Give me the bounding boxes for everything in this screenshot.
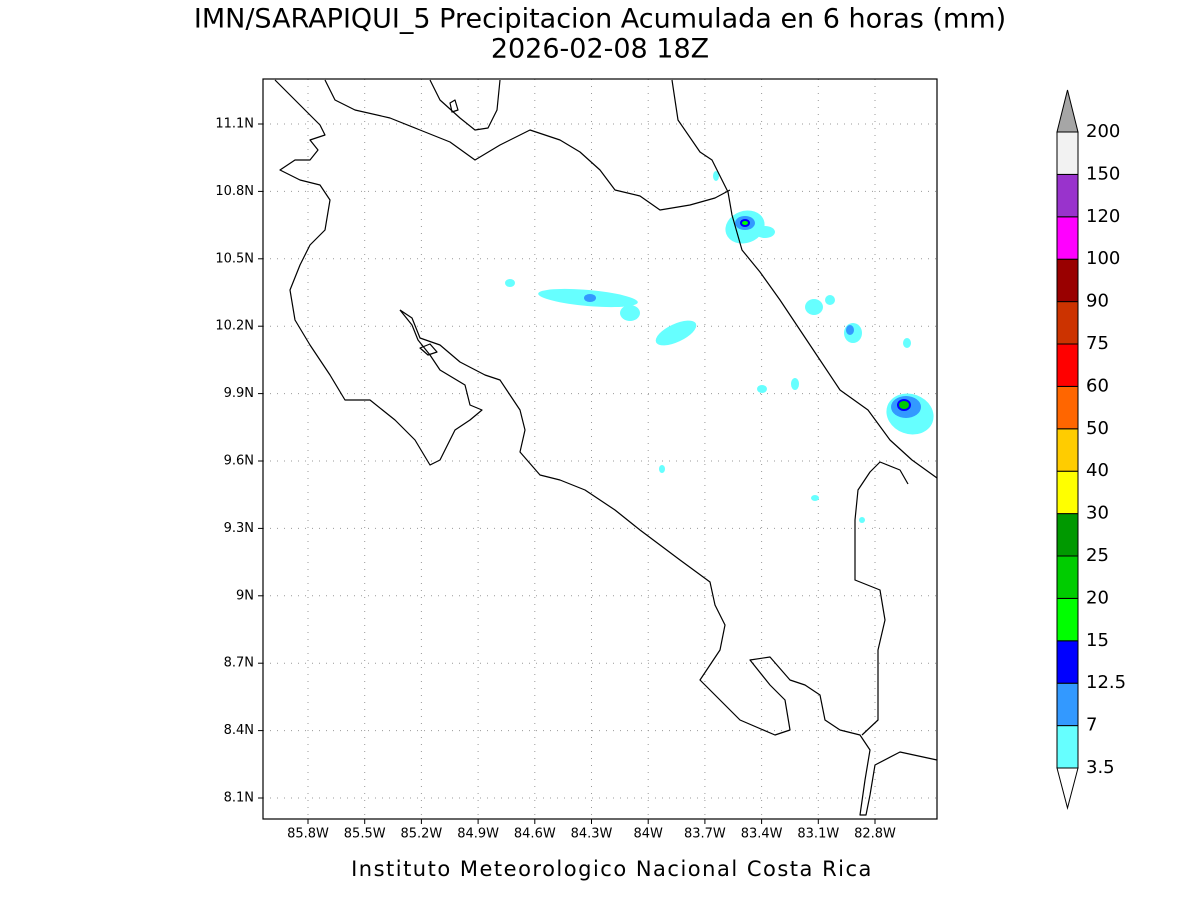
colorbar-under: [1056, 767, 1079, 810]
rain-area: [846, 325, 854, 335]
lat-label: 8.1N: [224, 791, 254, 806]
rain-area: [584, 294, 596, 302]
grid: [263, 79, 937, 819]
colorbar-box: [1056, 258, 1079, 303]
colorbar-box: [1056, 301, 1079, 345]
rain-area: [655, 320, 697, 346]
northern-border: [324, 79, 731, 211]
rain-area: [755, 226, 775, 238]
lat-label: 11.1N: [215, 117, 254, 132]
colorbar-label: 90: [1086, 291, 1109, 312]
colorbar-box: [1056, 173, 1079, 218]
title: IMN/SARAPIQUI_5 Precipitacion Acumulada …: [194, 4, 1006, 35]
colorbar-label: 150: [1086, 163, 1120, 184]
colorbar-box: [1056, 470, 1079, 515]
colorbar-label: 75: [1086, 333, 1109, 354]
colorbar-label: 120: [1086, 206, 1120, 227]
rain-area: [825, 295, 835, 305]
lon-label: 83.7W: [684, 827, 726, 842]
colorbar-label: 7: [1086, 715, 1097, 736]
colorbar-label: 15: [1086, 630, 1109, 651]
colorbar-box: [1056, 725, 1079, 769]
rain-area: [713, 171, 719, 181]
colorbar-box: [1056, 640, 1079, 684]
lat-label: 10.5N: [215, 251, 254, 266]
rain-area: [620, 305, 640, 321]
lon-label: 84W: [633, 827, 663, 842]
lat-label: 10.8N: [215, 184, 254, 199]
colorbar-label: 50: [1086, 418, 1109, 439]
island: [419, 343, 438, 356]
lat-label: 9.6N: [224, 454, 254, 469]
rain-area: [899, 401, 909, 409]
colorbar-box: [1056, 682, 1079, 727]
colorbar-box: [1056, 385, 1079, 430]
colorbar-box: [1056, 513, 1079, 557]
lon-label: 84.6W: [514, 827, 556, 842]
pacific-coast: [399, 309, 938, 816]
colorbar-label: 20: [1086, 587, 1109, 608]
rain-area: [805, 299, 823, 315]
lake: [449, 99, 459, 113]
colorbar-box: [1056, 428, 1079, 472]
lon-label: 85.8W: [287, 827, 329, 842]
lat-label: 10.2N: [215, 319, 254, 334]
rain-area: [757, 385, 767, 393]
lake-shore: [429, 79, 501, 131]
colorbar: 3.5 7 12.5 15 20 25 30 40 50 60 75 90 100 120 150 200: [1056, 89, 1126, 810]
lat-label: 8.7N: [224, 656, 254, 671]
rain-area: [903, 338, 911, 348]
colorbar-label: 25: [1086, 545, 1109, 566]
colorbar-label: 60: [1086, 375, 1109, 396]
colorbar-label: 30: [1086, 503, 1109, 524]
colorbar-box: [1056, 343, 1079, 387]
rain-area: [505, 279, 515, 287]
colorbar-label: 12.5: [1086, 672, 1126, 693]
lon-label: 82.8W: [854, 827, 896, 842]
axes: 11.1N 10.8N 10.5N 10.2N 9.9N 9.6N 9.3N 9N 8.7N 8.…: [215, 117, 896, 842]
lon-label: 83.4W: [741, 827, 783, 842]
lat-label: 9N: [236, 588, 254, 603]
colorbar-box: [1056, 597, 1079, 642]
colorbar-label: 40: [1086, 460, 1109, 481]
lon-label: 83.1W: [797, 827, 839, 842]
caribbean-coast: [671, 79, 938, 479]
pacific-coast: [274, 79, 483, 466]
colorbar-box: [1056, 555, 1079, 599]
rain-area: [742, 221, 748, 225]
footer: Instituto Meteorologico Nacional Costa R…: [351, 857, 873, 881]
rain-area: [811, 495, 819, 501]
rain-area: [791, 378, 799, 390]
colorbar-box: [1056, 131, 1079, 175]
lat-label: 8.4N: [224, 723, 254, 738]
lat-label: 9.9N: [224, 386, 254, 401]
colorbar-label: 200: [1086, 121, 1120, 142]
lat-label: 9.3N: [224, 521, 254, 536]
colorbar-label: 3.5: [1086, 757, 1115, 778]
colorbar-box: [1056, 216, 1079, 260]
lon-label: 84.3W: [571, 827, 613, 842]
colorbar-over: [1056, 89, 1079, 133]
subtitle: 2026-02-08 18Z: [491, 34, 709, 65]
lon-label: 84.9W: [457, 827, 499, 842]
rain-area: [859, 517, 865, 523]
coastlines: [274, 79, 938, 816]
colorbar-label: 100: [1086, 248, 1120, 269]
panama-border: [854, 461, 909, 736]
precipitation: [505, 171, 934, 523]
lon-label: 85.5W: [344, 827, 386, 842]
lon-label: 85.2W: [400, 827, 442, 842]
rain-area: [659, 465, 665, 473]
map-frame: [262, 78, 938, 820]
